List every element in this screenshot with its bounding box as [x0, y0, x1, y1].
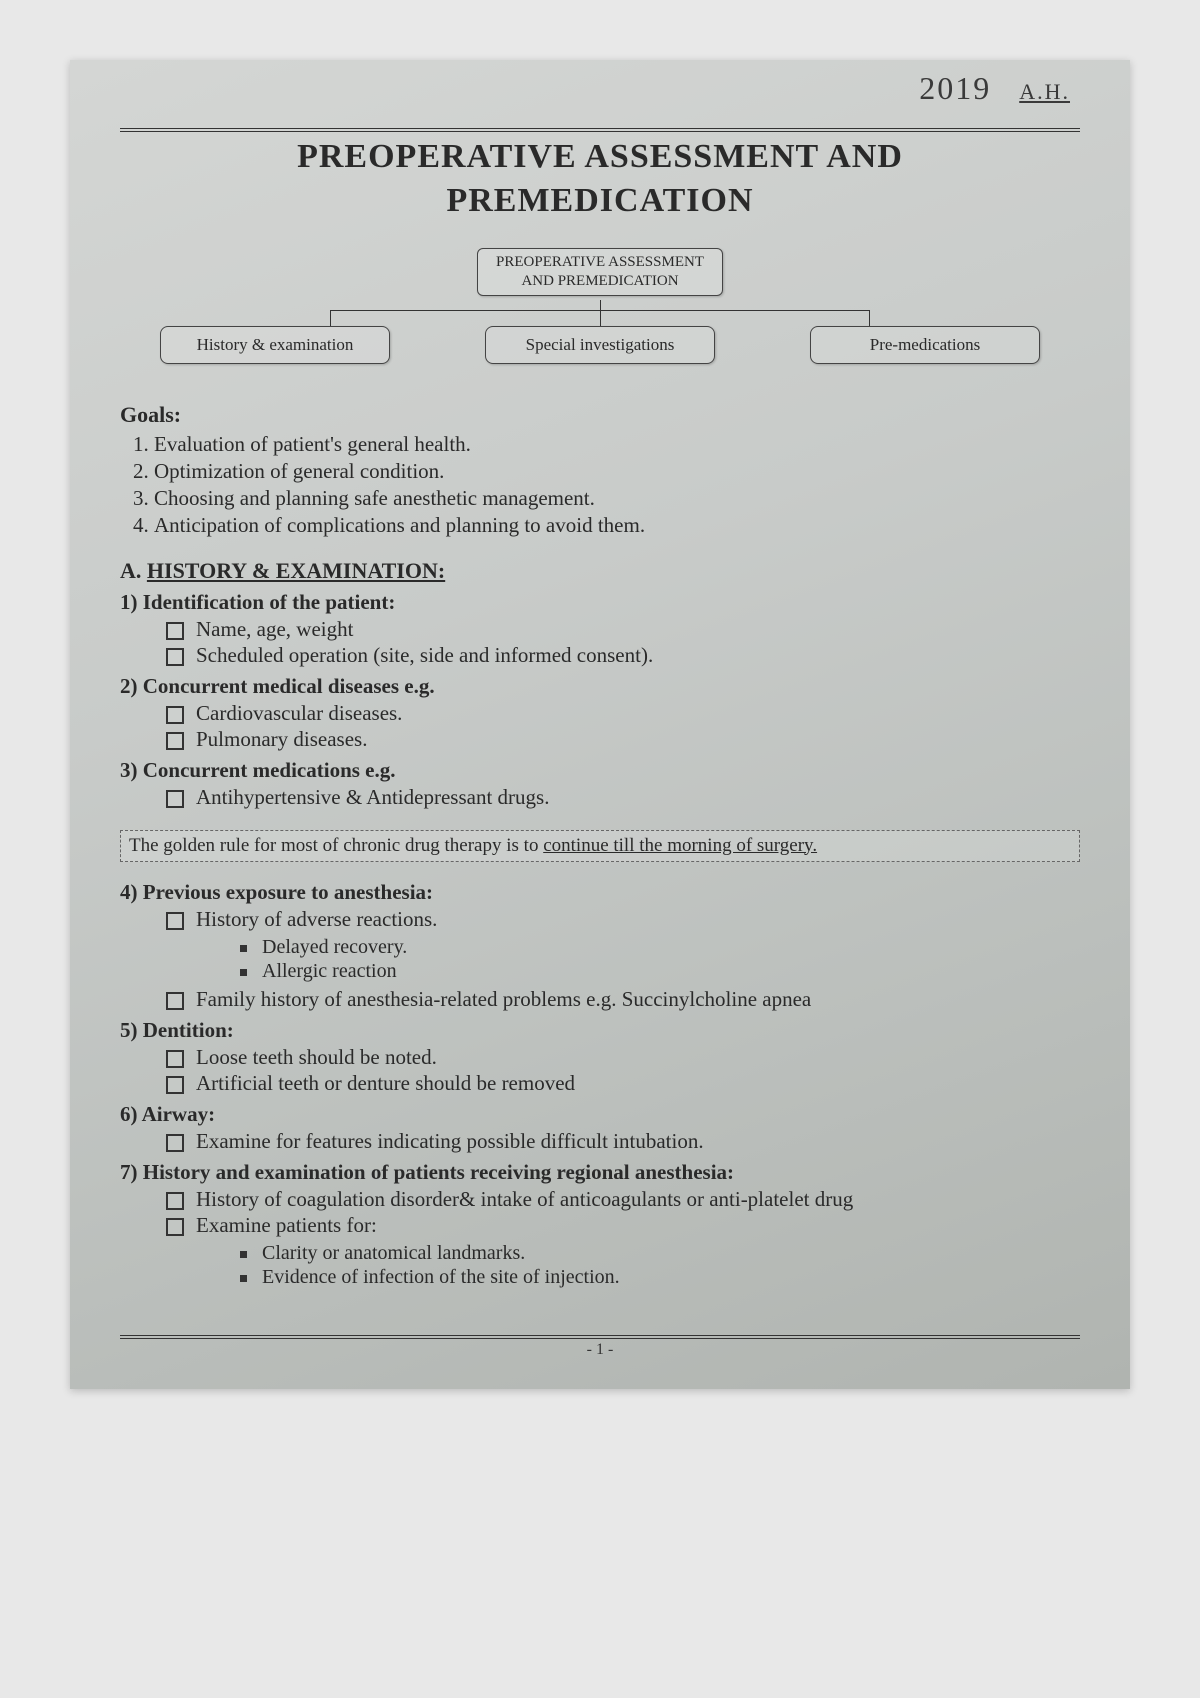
item-7-sublist: Clarity or anatomical landmarks. Evidenc… [120, 1242, 1080, 1289]
item-5-head: 5) Dentition: [120, 1018, 1080, 1043]
section-a-heading: A. HISTORY & EXAMINATION: [120, 558, 1080, 584]
checkbox-item: Loose teeth should be noted. [166, 1045, 1080, 1070]
item-3-list: Antihypertensive & Antidepressant drugs. [120, 785, 1080, 810]
item-4-list-a: History of adverse reactions. [120, 907, 1080, 932]
goal-item: Optimization of general condition. [154, 459, 1080, 484]
item-6-head: 6) Airway: [120, 1102, 1080, 1127]
bullet-item: Evidence of infection of the site of inj… [240, 1266, 1080, 1289]
handwritten-year: 2019 [919, 70, 991, 106]
golden-rule-pre: The golden rule for most of chronic drug… [129, 835, 543, 856]
item-4-list-b: Family history of anesthesia-related pro… [120, 987, 1080, 1012]
page-number: - 1 - [120, 1341, 1080, 1359]
diagram-box-history: History & examination [160, 326, 390, 364]
checkbox-item: Name, age, weight [166, 617, 1080, 642]
bottom-rule [120, 1335, 1080, 1339]
item-2-head: 2) Concurrent medical diseases e.g. [120, 674, 1080, 699]
section-a-prefix: A. [120, 558, 141, 583]
goal-item: Choosing and planning safe anesthetic ma… [154, 486, 1080, 511]
bullet-item: Delayed recovery. [240, 936, 1080, 959]
page-title-line1: PREOPERATIVE ASSESSMENT AND [120, 138, 1080, 176]
item-6-list: Examine for features indicating possible… [120, 1129, 1080, 1154]
checkbox-item: Examine for features indicating possible… [166, 1129, 1080, 1154]
diagram-box-investigations: Special investigations [485, 326, 715, 364]
diagram-row: History & examination Special investigat… [160, 326, 1040, 364]
hierarchy-diagram: PREOPERATIVE ASSESSMENT AND PREMEDICATIO… [120, 248, 1080, 364]
item-5-list: Loose teeth should be noted. Artificial … [120, 1045, 1080, 1096]
checkbox-item: Antihypertensive & Antidepressant drugs. [166, 785, 1080, 810]
item-4-head: 4) Previous exposure to anesthesia: [120, 880, 1080, 905]
checkbox-item: Examine patients for: [166, 1213, 1080, 1238]
golden-rule-box: The golden rule for most of chronic drug… [120, 830, 1080, 862]
checkbox-item: Artificial teeth or denture should be re… [166, 1071, 1080, 1096]
checkbox-item: History of adverse reactions. [166, 907, 1080, 932]
bullet-item: Allergic reaction [240, 960, 1080, 983]
diagram-root-line1: PREOPERATIVE ASSESSMENT [496, 253, 704, 272]
item-7-head: 7) History and examination of patients r… [120, 1160, 1080, 1185]
diagram-box-premedications: Pre-medications [810, 326, 1040, 364]
handwritten-annotation: 2019 A.H. [919, 70, 1070, 107]
checkbox-item: Cardiovascular diseases. [166, 701, 1080, 726]
golden-rule-underline: continue till the morning of surgery. [543, 835, 817, 856]
diagram-root-line2: AND PREMEDICATION [496, 272, 704, 291]
checkbox-item: History of coagulation disorder& intake … [166, 1187, 1080, 1212]
goal-item: Anticipation of complications and planni… [154, 513, 1080, 538]
checkbox-item: Scheduled operation (site, side and info… [166, 643, 1080, 668]
page-title-line2: PREMEDICATION [120, 182, 1080, 220]
goals-list: Evaluation of patient's general health. … [120, 432, 1080, 538]
item-1-list: Name, age, weight Scheduled operation (s… [120, 617, 1080, 668]
item-1-head: 1) Identification of the patient: [120, 590, 1080, 615]
handwritten-suffix: A.H. [1019, 79, 1070, 104]
diagram-connector [290, 300, 910, 326]
item-4-sublist: Delayed recovery. Allergic reaction [120, 936, 1080, 983]
goals-heading: Goals: [120, 402, 1080, 428]
top-rule [120, 128, 1080, 132]
checkbox-item: Family history of anesthesia-related pro… [166, 987, 1080, 1012]
diagram-root: PREOPERATIVE ASSESSMENT AND PREMEDICATIO… [477, 248, 723, 296]
item-2-list: Cardiovascular diseases. Pulmonary disea… [120, 701, 1080, 752]
item-3-head: 3) Concurrent medications e.g. [120, 758, 1080, 783]
item-7-list: History of coagulation disorder& intake … [120, 1187, 1080, 1238]
checkbox-item: Pulmonary diseases. [166, 727, 1080, 752]
goal-item: Evaluation of patient's general health. [154, 432, 1080, 457]
bullet-item: Clarity or anatomical landmarks. [240, 1242, 1080, 1265]
section-a-title: HISTORY & EXAMINATION: [147, 558, 445, 583]
scanned-page: 2019 A.H. PREOPERATIVE ASSESSMENT AND PR… [70, 60, 1130, 1389]
